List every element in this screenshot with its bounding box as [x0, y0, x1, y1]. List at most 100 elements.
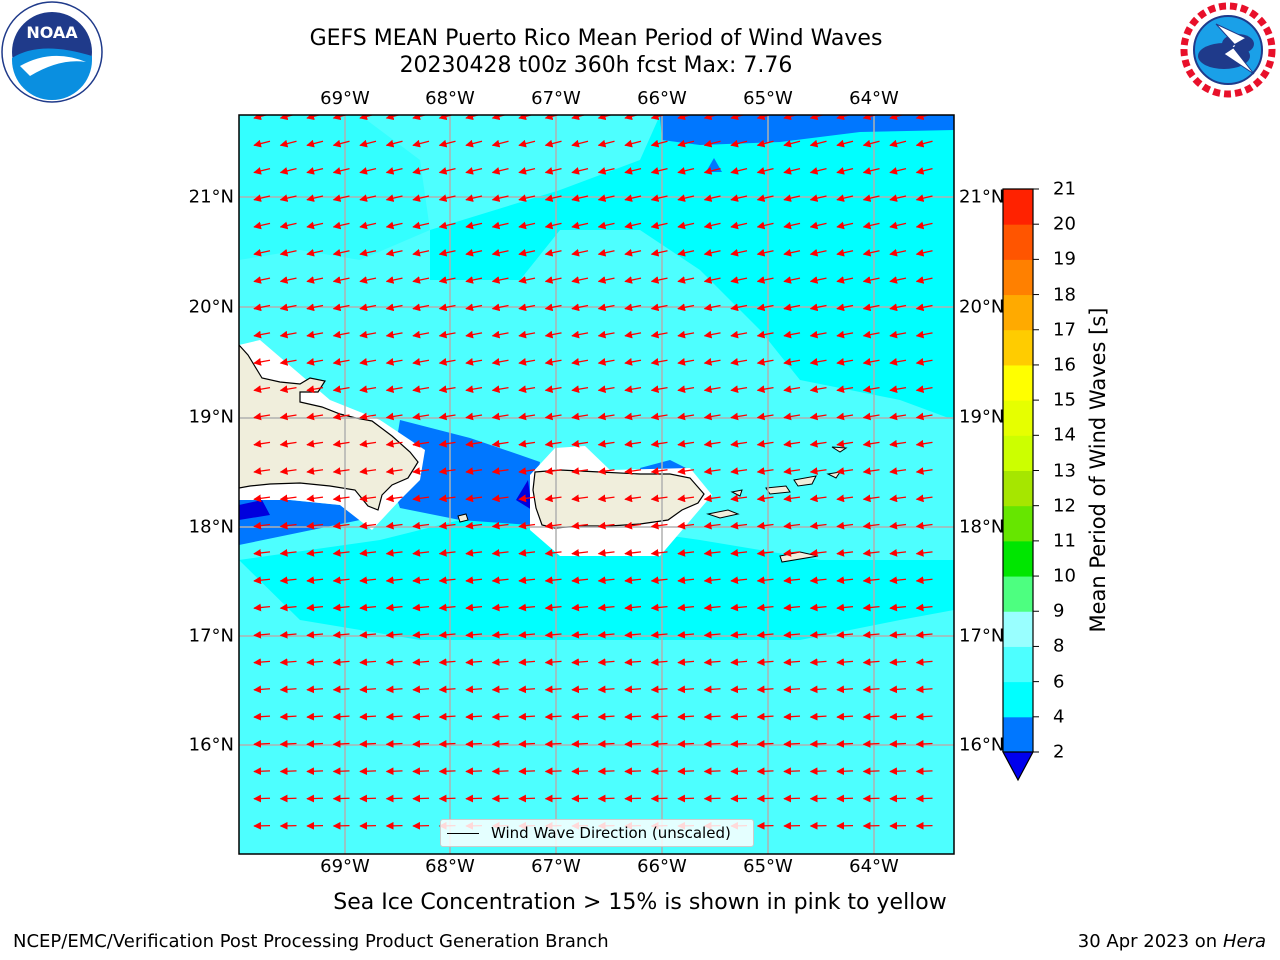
wind-wave-arrow	[518, 549, 536, 557]
colorbar-tick-label: 21	[1053, 178, 1076, 200]
wind-wave-arrow	[836, 630, 854, 639]
wind-wave-arrow	[730, 467, 748, 475]
wind-wave-arrow	[306, 194, 324, 202]
wind-wave-arrow	[836, 576, 854, 585]
legend-label: Wind Wave Direction (unscaled)	[491, 824, 731, 842]
wind-wave-arrow	[889, 115, 905, 121]
wind-wave-arrow	[465, 194, 483, 202]
wind-wave-arrow	[438, 385, 456, 394]
wind-wave-arrow	[889, 303, 907, 312]
wind-wave-arrow	[491, 494, 509, 503]
wind-wave-arrow	[412, 167, 430, 175]
wind-wave-arrow	[465, 412, 483, 421]
wind-wave-arrow	[730, 167, 748, 175]
wind-wave-arrow	[306, 167, 324, 175]
wind-wave-arrow	[889, 139, 907, 148]
wind-wave-arrow	[862, 276, 880, 284]
wind-wave-arrow	[253, 139, 271, 148]
wind-wave-arrow	[253, 549, 271, 557]
wind-wave-arrow	[359, 194, 377, 202]
wind-wave-arrow	[624, 358, 642, 366]
wind-wave-arrow	[836, 794, 854, 803]
lon-label-bottom-68w: 68°W	[425, 856, 475, 877]
wind-wave-arrow	[889, 658, 907, 666]
wind-wave-arrow	[332, 385, 350, 394]
wind-wave-arrow	[279, 494, 297, 503]
wind-wave-arrow	[889, 412, 907, 421]
wind-wave-arrow	[465, 248, 483, 257]
wind-wave-arrow	[385, 303, 403, 312]
wind-wave-arrow	[730, 412, 748, 421]
wind-wave-arrow	[703, 603, 721, 612]
wind-wave-arrow	[491, 412, 509, 421]
lat-label-right-21n: 21°N	[959, 186, 1005, 208]
wind-wave-arrow	[332, 439, 350, 448]
period-zone-blue-north	[660, 115, 954, 145]
wind-wave-arrow	[253, 521, 271, 530]
wind-wave-arrow	[465, 740, 483, 748]
wind-wave-arrow	[438, 794, 456, 803]
wind-wave-arrow	[491, 767, 509, 776]
wind-wave-arrow	[756, 139, 774, 148]
wind-wave-arrow	[518, 276, 536, 284]
wind-wave-arrow	[385, 603, 403, 612]
wind-wave-arrow	[438, 740, 456, 748]
wind-wave-arrow	[836, 115, 852, 121]
wind-wave-arrow	[597, 712, 615, 721]
wind-wave-arrow	[544, 221, 562, 230]
colorbar-tick-label: 15	[1053, 389, 1076, 411]
wind-wave-arrow	[889, 358, 907, 366]
wind-wave-arrow	[783, 221, 801, 230]
wind-wave-arrow	[624, 712, 642, 721]
wind-wave-arrow	[730, 658, 748, 666]
wind-wave-arrow	[836, 603, 854, 612]
wind-wave-arrow	[279, 685, 297, 694]
wind-wave-arrow	[783, 685, 801, 694]
wind-wave-arrow	[279, 630, 297, 639]
wind-wave-arrow	[624, 521, 642, 530]
wind-wave-arrow	[783, 576, 801, 585]
wind-wave-arrow	[703, 358, 721, 366]
wind-wave-arrow	[438, 685, 456, 694]
wind-wave-arrow	[438, 549, 456, 557]
wind-wave-arrow	[809, 549, 827, 557]
wind-wave-arrow	[332, 115, 348, 121]
wind-wave-arrow	[518, 658, 536, 666]
wind-wave-arrow	[677, 358, 695, 366]
wind-wave-arrow	[306, 521, 324, 530]
colorbar-swatch	[1003, 611, 1033, 647]
wind-wave-arrow	[385, 576, 403, 585]
wind-wave-arrow	[412, 767, 430, 776]
wind-wave-arrow	[491, 221, 509, 230]
sea-ice-caption: Sea Ice Concentration > 15% is shown in …	[333, 890, 947, 915]
wind-wave-arrow	[915, 194, 933, 202]
wind-wave-arrow	[491, 439, 509, 448]
wind-wave-arrow	[544, 630, 562, 639]
wind-wave-arrow	[491, 385, 509, 394]
wind-wave-arrow	[730, 712, 748, 721]
wind-wave-arrow	[438, 194, 456, 202]
wind-wave-arrow	[915, 794, 933, 803]
wind-wave-arrow	[491, 167, 509, 175]
wind-wave-arrow	[279, 658, 297, 666]
wind-wave-arrow	[862, 549, 880, 557]
wind-wave-arrow	[253, 712, 271, 721]
wind-wave-arrow	[571, 740, 589, 748]
wind-wave-arrow	[703, 794, 721, 803]
wind-wave-arrow	[597, 358, 615, 366]
wind-wave-arrow	[359, 494, 377, 503]
lon-label-bottom-69w: 69°W	[320, 856, 370, 877]
wind-wave-arrow	[783, 630, 801, 639]
wind-wave-arrow	[756, 521, 774, 530]
wind-wave-arrow	[571, 521, 589, 530]
wind-wave-arrow	[862, 740, 880, 748]
wind-wave-arrow	[544, 358, 562, 366]
wind-wave-arrow	[279, 303, 297, 312]
wind-wave-arrow	[783, 767, 801, 776]
wind-wave-arrow	[783, 139, 801, 148]
wind-wave-arrow	[783, 658, 801, 666]
wind-wave-arrow	[491, 358, 509, 366]
colorbar-swatch	[1003, 435, 1033, 471]
wind-wave-arrow	[836, 385, 854, 394]
wind-wave-arrow	[703, 248, 721, 257]
